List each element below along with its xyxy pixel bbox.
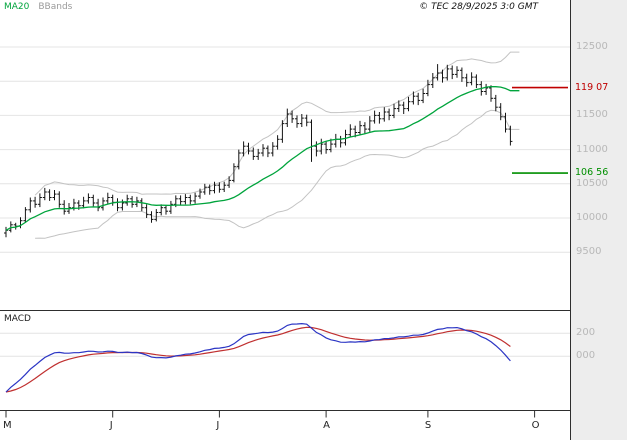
resistance-price-label: 119 07 bbox=[575, 82, 609, 93]
price-gridlines bbox=[0, 46, 570, 253]
price-axis-label: 10000 bbox=[576, 212, 608, 223]
macd-gridlines bbox=[0, 332, 570, 357]
x-axis-month-label: M bbox=[3, 420, 12, 431]
x-axis-month-label: J bbox=[216, 420, 220, 431]
legend-bbands: BBands bbox=[38, 2, 73, 12]
x-axis-month-label: S bbox=[424, 420, 432, 431]
macd-axis-label: 000 bbox=[576, 350, 596, 361]
legend-ma20: MA20 bbox=[4, 2, 30, 12]
macd-signal-line bbox=[5, 326, 511, 393]
bollinger-lower-line bbox=[35, 109, 520, 239]
price-axis-label: 10500 bbox=[576, 178, 608, 189]
price-axis-label: 12500 bbox=[576, 41, 608, 52]
x-axis-month-label: O bbox=[531, 420, 540, 431]
macd-panel-label: MACD bbox=[4, 314, 31, 324]
price-axis-label: 9500 bbox=[576, 246, 602, 257]
macd-line bbox=[5, 322, 511, 393]
price-axis-strip bbox=[571, 0, 627, 440]
chart-legend: MA20 BBands bbox=[4, 2, 72, 12]
ohlc-bars bbox=[4, 64, 513, 238]
macd-axis-label: 200 bbox=[576, 327, 596, 338]
bollinger-upper-line bbox=[34, 51, 520, 196]
x-axis-month-label: A bbox=[323, 420, 330, 431]
x-axis-month-label: J bbox=[109, 420, 113, 431]
support-price-label: 106 56 bbox=[575, 167, 609, 178]
month-ticks bbox=[5, 410, 536, 418]
price-axis-label: 11500 bbox=[576, 109, 608, 120]
ma20-line bbox=[5, 85, 520, 231]
price-axis-label: 11000 bbox=[576, 144, 608, 155]
copyright-text: © TEC 28/9/2025 3:0 GMT bbox=[419, 2, 538, 12]
